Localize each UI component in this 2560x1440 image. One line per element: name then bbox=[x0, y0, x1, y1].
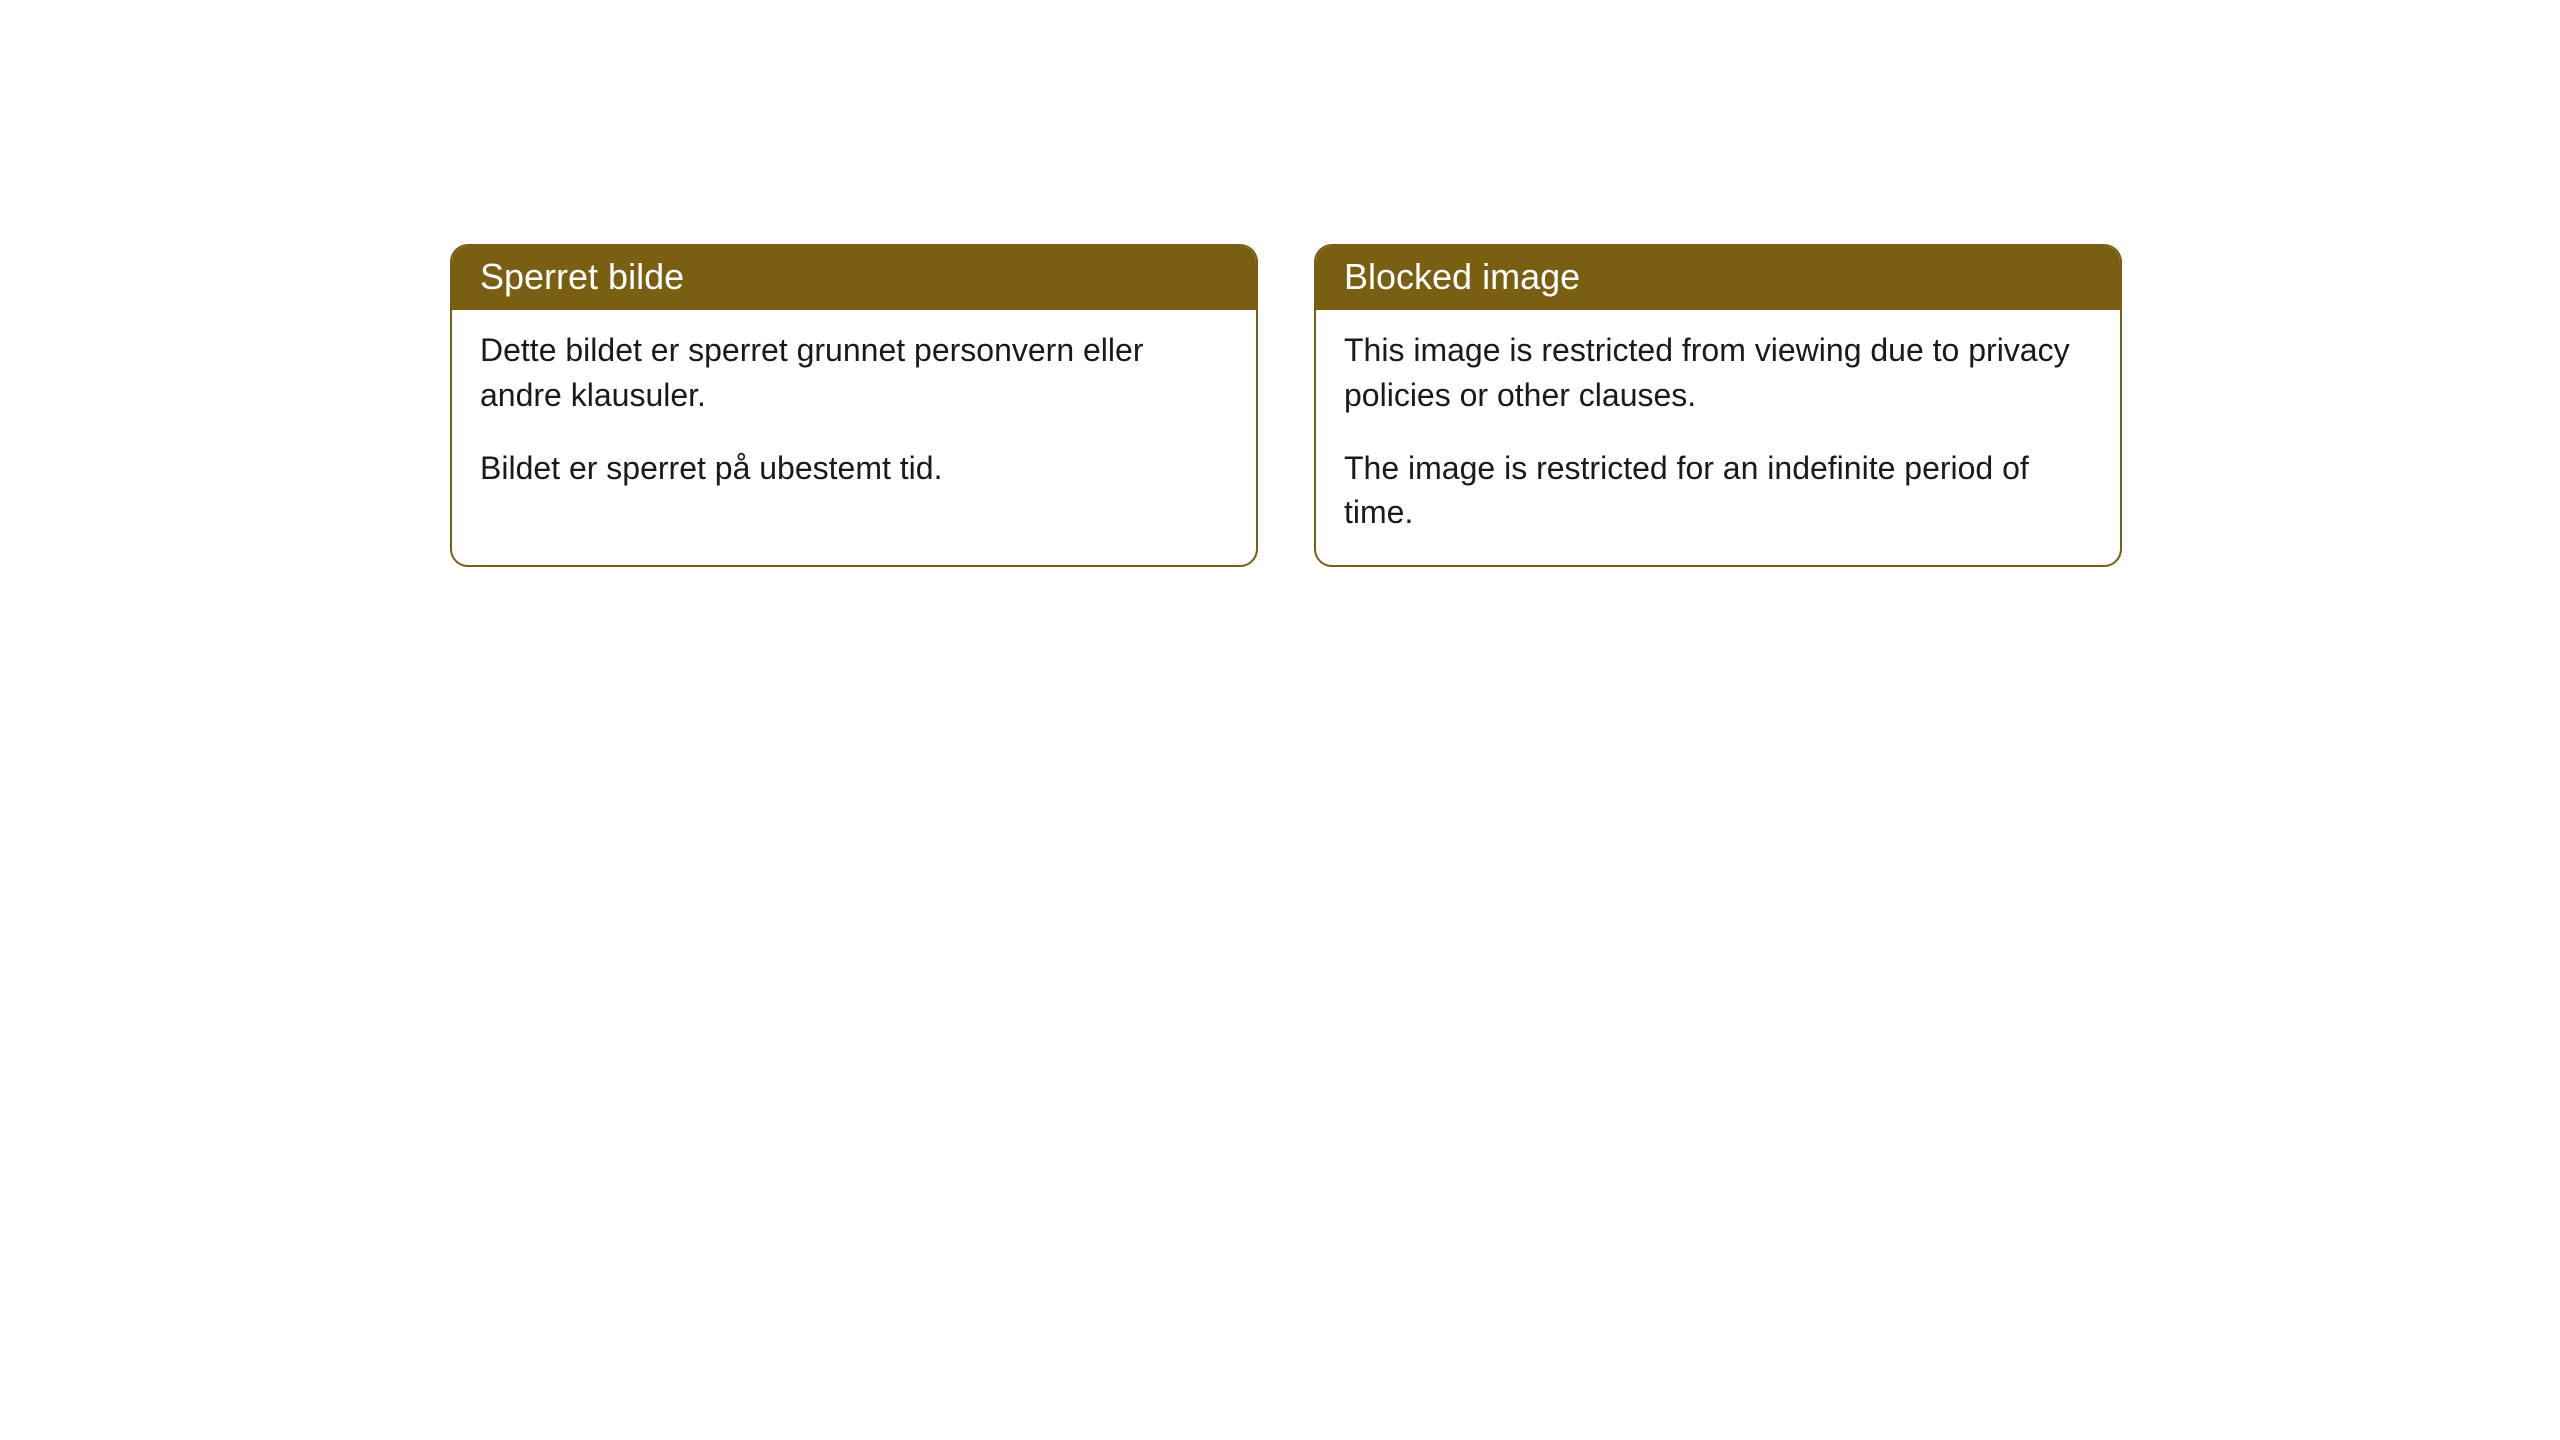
card-paragraph: Dette bildet er sperret grunnet personve… bbox=[480, 328, 1228, 418]
blocked-image-card-english: Blocked image This image is restricted f… bbox=[1314, 244, 2122, 567]
card-body: This image is restricted from viewing du… bbox=[1316, 310, 2120, 565]
blocked-image-card-norwegian: Sperret bilde Dette bildet er sperret gr… bbox=[450, 244, 1258, 567]
card-paragraph: This image is restricted from viewing du… bbox=[1344, 328, 2092, 418]
card-paragraph: Bildet er sperret på ubestemt tid. bbox=[480, 446, 1228, 491]
card-paragraph: The image is restricted for an indefinit… bbox=[1344, 446, 2092, 536]
cards-container: Sperret bilde Dette bildet er sperret gr… bbox=[450, 244, 2122, 567]
card-title: Blocked image bbox=[1316, 246, 2120, 310]
card-body: Dette bildet er sperret grunnet personve… bbox=[452, 310, 1256, 520]
card-title: Sperret bilde bbox=[452, 246, 1256, 310]
